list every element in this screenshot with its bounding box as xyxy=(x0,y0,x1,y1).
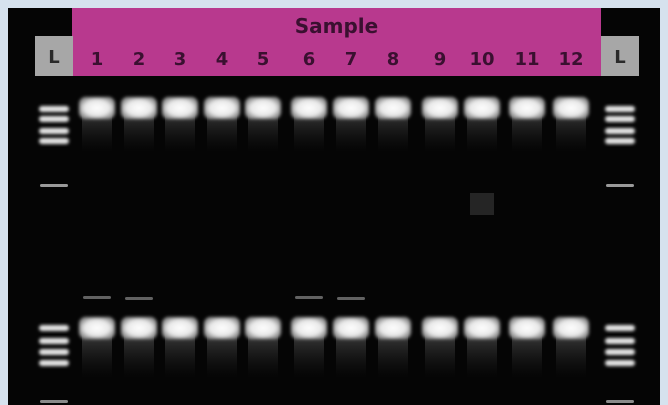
ladder-right-band-bottom xyxy=(606,400,634,403)
lane-2-upper-band xyxy=(121,97,157,119)
lane-3-upper-band xyxy=(162,97,198,119)
faint-band-2 xyxy=(125,297,153,300)
ladder-left-band-lower-1 xyxy=(39,325,69,331)
lane-9-lower-smear xyxy=(425,333,455,378)
lane-8-upper-band xyxy=(375,97,411,119)
lane-5-lower-band xyxy=(245,317,281,339)
ladder-right-band-lower-4 xyxy=(605,360,635,366)
lane-6-lower-smear xyxy=(294,333,324,378)
lane-label-9: 9 xyxy=(433,49,447,70)
ladder-left-band-lower-3 xyxy=(39,349,69,355)
lane-1-upper-band xyxy=(79,97,115,119)
faint-band-4 xyxy=(337,297,365,300)
lane-12-lower-band xyxy=(553,317,589,339)
lane-label-11: 11 xyxy=(514,49,540,70)
ladder-right-band-lower-3 xyxy=(605,349,635,355)
ladder-left-band-upper-1 xyxy=(39,106,69,112)
ladder-left-band-upper-2 xyxy=(39,116,69,122)
sample-title: Sample xyxy=(294,14,379,38)
ladder-right-band-upper-1 xyxy=(605,106,635,112)
ladder-right-band-upper-4 xyxy=(605,138,635,144)
lane-6-lower-band xyxy=(291,317,327,339)
lane-5-lower-smear xyxy=(248,333,278,378)
ladder-left-band-lower-2 xyxy=(39,338,69,344)
lane-11-lower-smear xyxy=(512,333,542,378)
ladder-label-right: L xyxy=(601,36,639,76)
ladder-right-band-lower-1 xyxy=(605,325,635,331)
lane-3-lower-band xyxy=(162,317,198,339)
gel-image-frame: Sample 1 2 3 4 5 6 7 8 9 10 11 12 L L xyxy=(8,8,660,405)
lane-8-lower-band xyxy=(375,317,411,339)
lane-4-lower-band xyxy=(204,317,240,339)
lane-label-2: 2 xyxy=(132,49,146,70)
lane-label-8: 8 xyxy=(386,49,400,70)
lane-6-upper-band xyxy=(291,97,327,119)
lane-label-1: 1 xyxy=(90,49,104,70)
lane-label-3: 3 xyxy=(173,49,187,70)
ladder-left-band-upper-3 xyxy=(39,128,69,134)
sample-header: Sample 1 2 3 4 5 6 7 8 9 10 11 12 xyxy=(72,8,601,76)
lane-4-upper-band xyxy=(204,97,240,119)
lane-2-lower-band xyxy=(121,317,157,339)
ladder-right-band-upper-3 xyxy=(605,128,635,134)
ladder-right-band-lower-2 xyxy=(605,338,635,344)
ladder-label-left: L xyxy=(35,36,73,76)
ladder-left-band-lower-4 xyxy=(39,360,69,366)
lane-8-lower-smear xyxy=(378,333,408,378)
lane-10-upper-band xyxy=(464,97,500,119)
lane-9-upper-band xyxy=(422,97,458,119)
lane-label-12: 12 xyxy=(558,49,584,70)
lane-1-lower-band xyxy=(79,317,115,339)
ladder-right-band-upper-2 xyxy=(605,116,635,122)
lane-1-lower-smear xyxy=(82,333,112,378)
lane-7-lower-smear xyxy=(336,333,366,378)
lane-11-upper-band xyxy=(509,97,545,119)
lane-label-6: 6 xyxy=(302,49,316,70)
lane-7-lower-band xyxy=(333,317,369,339)
lane-label-5: 5 xyxy=(256,49,270,70)
lane-3-lower-smear xyxy=(165,333,195,378)
lane-7-upper-band xyxy=(333,97,369,119)
faint-band-1 xyxy=(83,296,111,299)
lane-9-lower-band xyxy=(422,317,458,339)
lane-12-lower-smear xyxy=(556,333,586,378)
lane-10-lower-band xyxy=(464,317,500,339)
lane-11-lower-band xyxy=(509,317,545,339)
lane-label-10: 10 xyxy=(469,49,495,70)
lane-5-upper-band xyxy=(245,97,281,119)
gel-image xyxy=(39,97,635,403)
lane-4-lower-smear xyxy=(207,333,237,378)
lane-2-lower-smear xyxy=(124,333,154,378)
ladder-left-band-mid xyxy=(40,184,68,187)
faint-band-3 xyxy=(295,296,323,299)
ladder-right-band-mid xyxy=(606,184,634,187)
lane-10-faint-smear xyxy=(470,193,494,215)
ladder-left-band-upper-4 xyxy=(39,138,69,144)
ladder-left-band-bottom xyxy=(40,400,68,403)
lane-10-lower-smear xyxy=(467,333,497,378)
lane-12-upper-band xyxy=(553,97,589,119)
lane-label-7: 7 xyxy=(344,49,358,70)
lane-label-4: 4 xyxy=(215,49,229,70)
